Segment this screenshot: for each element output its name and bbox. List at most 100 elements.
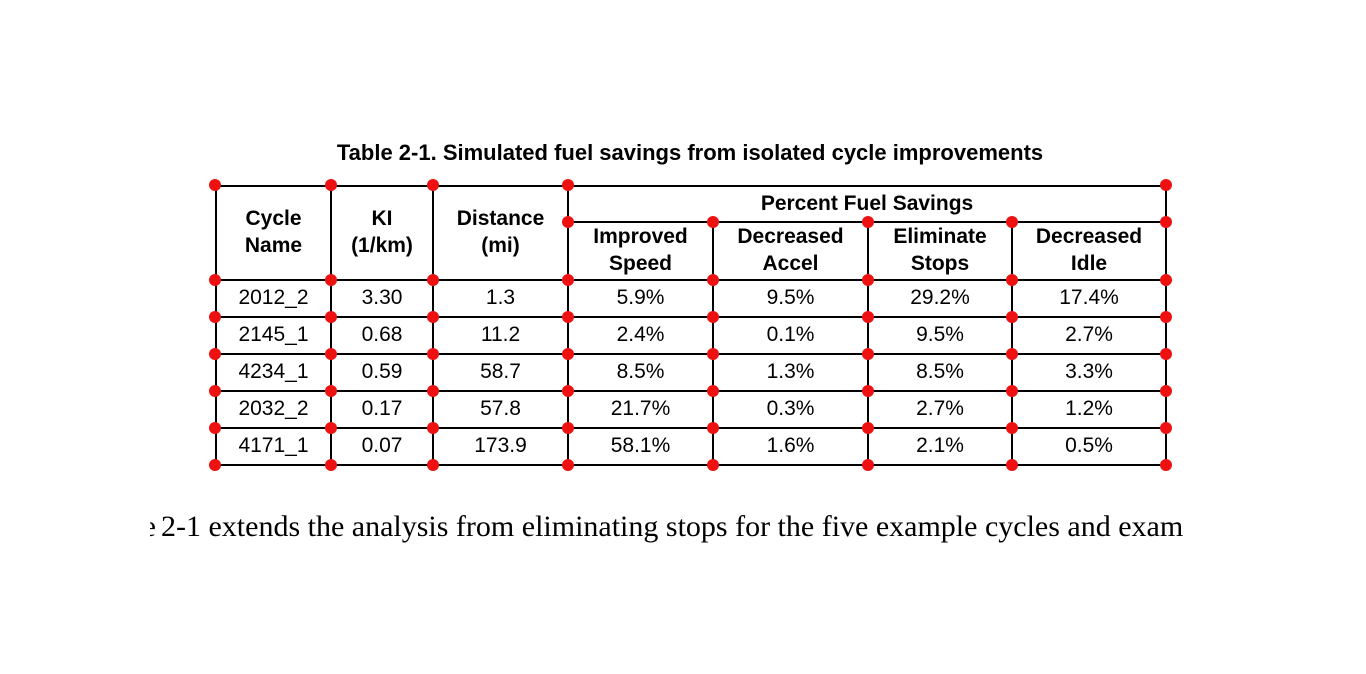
table-row: 4234_1 0.59 58.7 8.5% 1.3% 8.5% 3.3% — [215, 353, 1168, 392]
cell-decreased-accel: 1.6% — [712, 427, 869, 466]
grid-marker-dot — [707, 216, 719, 228]
grid-marker-dot — [209, 274, 221, 286]
col-header-decreased-accel: Decreased Accel — [712, 221, 869, 281]
grid-marker-dot — [562, 422, 574, 434]
cell-ki: 0.68 — [330, 316, 434, 355]
cell-distance: 11.2 — [432, 316, 569, 355]
cell-improved-speed: 2.4% — [567, 316, 714, 355]
grid-marker-dot — [325, 311, 337, 323]
cell-distance: 57.8 — [432, 390, 569, 429]
table-row: 2032_2 0.17 57.8 21.7% 0.3% 2.7% 1.2% — [215, 390, 1168, 429]
grid-marker-dot — [707, 459, 719, 471]
cell-decreased-accel: 9.5% — [712, 279, 869, 318]
cell-distance: 58.7 — [432, 353, 569, 392]
grid-marker-dot — [209, 348, 221, 360]
cell-cycle-name: 2012_2 — [215, 279, 332, 318]
grid-marker-dot — [562, 274, 574, 286]
cell-eliminate-stops: 2.1% — [867, 427, 1013, 466]
col-header-decreased-idle: Decreased Idle — [1010, 221, 1168, 281]
grid-marker-dot — [1160, 459, 1173, 471]
grid-marker-dot — [1160, 216, 1173, 228]
col-header-distance: Distance (mi) — [432, 185, 569, 281]
grid-marker-dot — [862, 385, 874, 397]
grid-marker-dot — [325, 179, 337, 191]
grid-marker-dot — [1006, 459, 1018, 471]
grid-marker-dot — [325, 422, 337, 434]
grid-marker-dot — [562, 459, 574, 471]
header-row-sub: Improved Speed Decreased Accel Eliminate… — [216, 221, 1168, 281]
grid-marker-dot — [427, 422, 439, 434]
cell-decreased-accel: 0.1% — [712, 316, 869, 355]
table-caption: Table 2-1. Simulated fuel savings from i… — [336, 140, 1044, 165]
grid-marker-dot — [862, 216, 874, 228]
cell-eliminate-stops: 29.2% — [867, 279, 1013, 318]
grid-marker-dot — [1160, 179, 1173, 191]
grid-marker-dot — [1006, 422, 1018, 434]
grid-marker-dot — [427, 459, 439, 471]
cell-cycle-name: 2145_1 — [215, 316, 332, 355]
table-row: 2145_1 0.68 11.2 2.4% 0.1% 9.5% 2.7% — [215, 316, 1168, 355]
grid-marker-dot — [209, 179, 221, 191]
col-header-improved-speed: Improved Speed — [567, 221, 714, 281]
grid-marker-dot — [707, 385, 719, 397]
grid-marker-dot — [707, 311, 719, 323]
grid-marker-dot — [707, 422, 719, 434]
cell-ki: 0.17 — [330, 390, 434, 429]
cell-decreased-accel: 1.3% — [712, 353, 869, 392]
cell-improved-speed: 58.1% — [567, 427, 714, 466]
grid-marker-dot — [427, 179, 439, 191]
col-header-cycle-name: Cycle Name — [215, 185, 332, 281]
cell-decreased-idle: 1.2% — [1010, 390, 1168, 429]
grid-marker-dot — [325, 459, 337, 471]
grid-marker-dot — [1006, 274, 1018, 286]
grid-marker-dot — [562, 216, 574, 228]
table-row: 4171_1 0.07 173.9 58.1% 1.6% 2.1% 0.5% — [215, 427, 1168, 466]
cell-decreased-idle: 17.4% — [1010, 279, 1168, 318]
grid-marker-dot — [707, 274, 719, 286]
cell-decreased-idle: 3.3% — [1010, 353, 1168, 392]
grid-marker-dot — [862, 311, 874, 323]
grid-marker-dot — [1006, 385, 1018, 397]
cell-cycle-name: 4234_1 — [215, 353, 332, 392]
body-text: e2-1 extends the analysis from eliminati… — [150, 508, 1183, 546]
grid-marker-dot — [325, 348, 337, 360]
table-row: 2012_2 3.30 1.3 5.9% 9.5% 29.2% 17.4% — [215, 279, 1168, 318]
cell-cycle-name: 4171_1 — [215, 427, 332, 466]
grid-marker-dot — [562, 179, 574, 191]
grid-marker-dot — [325, 385, 337, 397]
cell-distance: 173.9 — [432, 427, 569, 466]
cell-eliminate-stops: 9.5% — [867, 316, 1013, 355]
grid-marker-dot — [209, 385, 221, 397]
grid-marker-dot — [427, 348, 439, 360]
grid-marker-dot — [862, 348, 874, 360]
grid-marker-dot — [562, 385, 574, 397]
grid-marker-dot — [1160, 311, 1173, 323]
grid-marker-dot — [427, 311, 439, 323]
cell-ki: 0.59 — [330, 353, 434, 392]
col-header-eliminate-stops: Eliminate Stops — [867, 221, 1013, 281]
grid-marker-dot — [1160, 348, 1173, 360]
header-row-group: Cycle Name KI (1/km) Distance (mi) Perce… — [215, 185, 1168, 281]
grid-marker-dot — [209, 459, 221, 471]
body-text-line: 2-1 extends the analysis from eliminatin… — [161, 510, 1184, 543]
grid-marker-dot — [562, 311, 574, 323]
clipped-char: e — [150, 508, 156, 546]
fuel-savings-table: Cycle Name KI (1/km) Distance (mi) Perce… — [215, 185, 1168, 466]
cell-eliminate-stops: 8.5% — [867, 353, 1013, 392]
grid-marker-dot — [325, 274, 337, 286]
cell-decreased-accel: 0.3% — [712, 390, 869, 429]
cell-cycle-name: 2032_2 — [215, 390, 332, 429]
cell-improved-speed: 21.7% — [567, 390, 714, 429]
grid-marker-dot — [1160, 385, 1173, 397]
grid-marker-dot — [1006, 348, 1018, 360]
cell-distance: 1.3 — [432, 279, 569, 318]
grid-marker-dot — [862, 459, 874, 471]
grid-marker-dot — [862, 274, 874, 286]
grid-marker-dot — [209, 311, 221, 323]
grid-marker-dot — [427, 274, 439, 286]
grid-marker-dot — [427, 385, 439, 397]
cell-improved-speed: 5.9% — [567, 279, 714, 318]
grid-marker-dot — [1160, 274, 1173, 286]
grid-marker-dot — [1006, 311, 1018, 323]
